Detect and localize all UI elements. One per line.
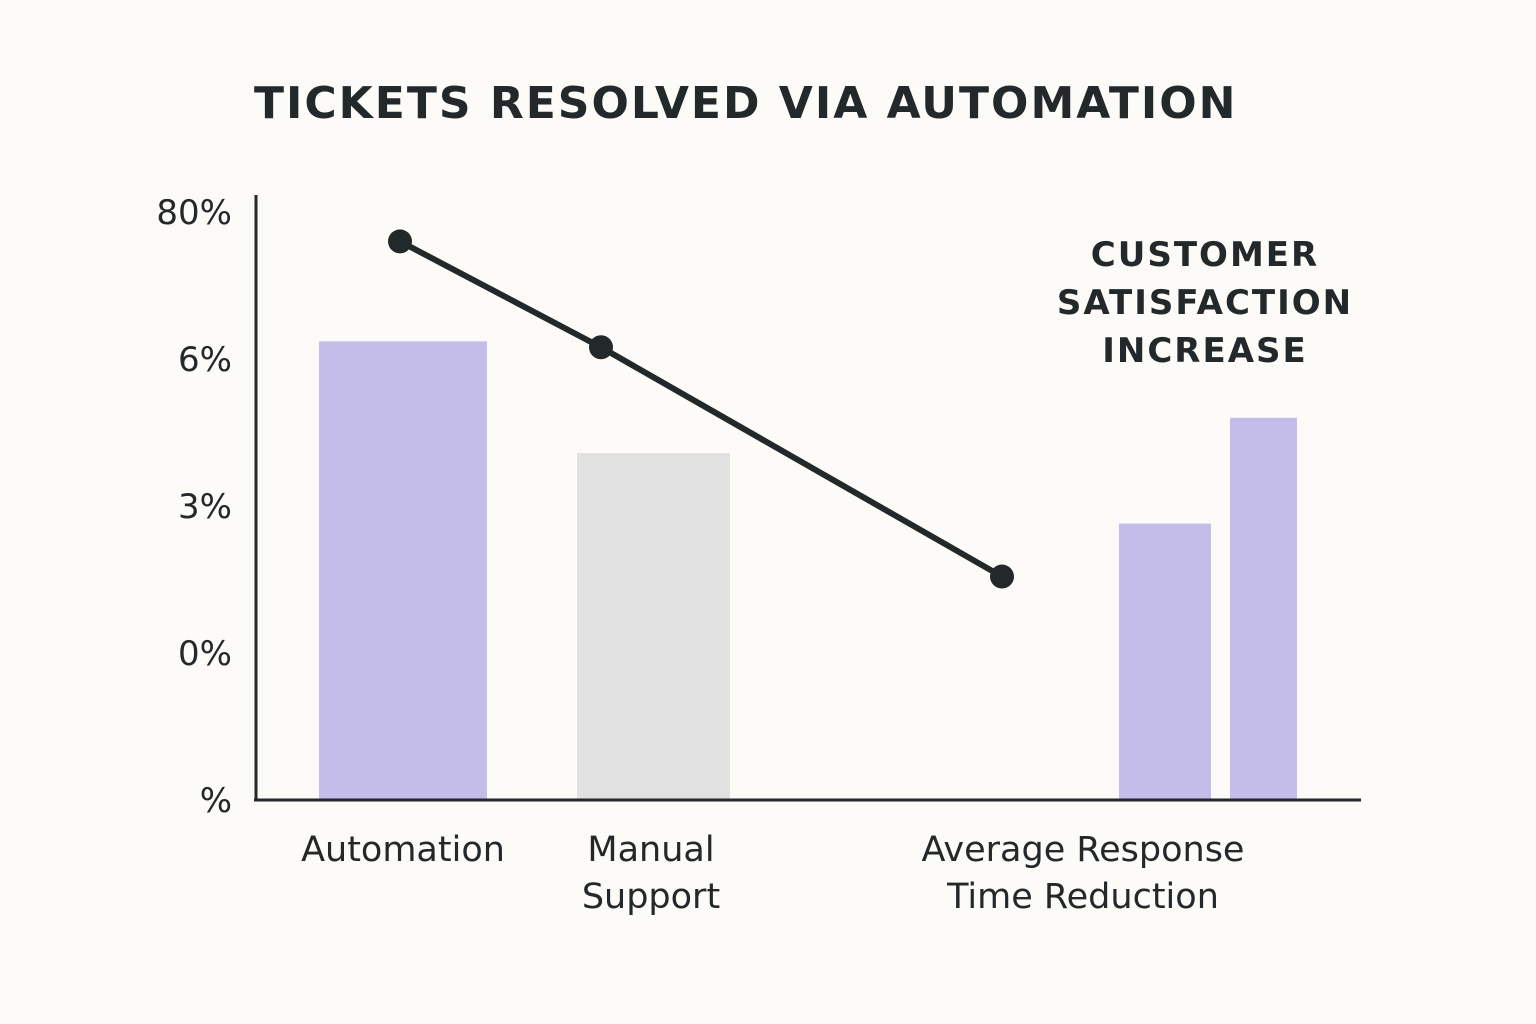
chart-title: TICKETS RESOLVED VIA AUTOMATION bbox=[254, 78, 1238, 129]
axes-layer bbox=[254, 195, 1361, 802]
line-point bbox=[990, 564, 1014, 589]
annotation-line: SATISFACTION bbox=[1057, 283, 1353, 323]
y-tick-label: 6% bbox=[178, 340, 232, 380]
y-tick-label: 3% bbox=[178, 487, 232, 527]
category-label: Support bbox=[582, 877, 720, 917]
category-labels: Automation Manual Support Average Response T… bbox=[301, 830, 1244, 917]
y-tick-label: % bbox=[200, 781, 232, 821]
y-tick-label: 80% bbox=[156, 193, 232, 233]
y-tick-labels: 80% 6% 3% 0%% bbox=[156, 193, 232, 821]
bar bbox=[1119, 523, 1211, 800]
bars-layer bbox=[319, 341, 1297, 800]
annotation-line: INCREASE bbox=[1102, 331, 1308, 371]
category-label: Automation bbox=[301, 830, 505, 870]
category-label: Average Response bbox=[922, 830, 1245, 870]
annotation: CUSTOMER SATISFACTION INCREASE bbox=[1057, 235, 1353, 371]
line-series bbox=[388, 229, 1014, 589]
annotation-line: CUSTOMER bbox=[1091, 235, 1319, 275]
line-point bbox=[388, 229, 412, 254]
bar bbox=[1230, 417, 1297, 800]
bar bbox=[577, 453, 730, 800]
category-label: Manual bbox=[587, 830, 714, 870]
line-point bbox=[589, 335, 613, 360]
bar bbox=[319, 341, 487, 800]
y-tick-label: 0% bbox=[178, 634, 232, 674]
category-label: Time Reduction bbox=[946, 877, 1219, 917]
